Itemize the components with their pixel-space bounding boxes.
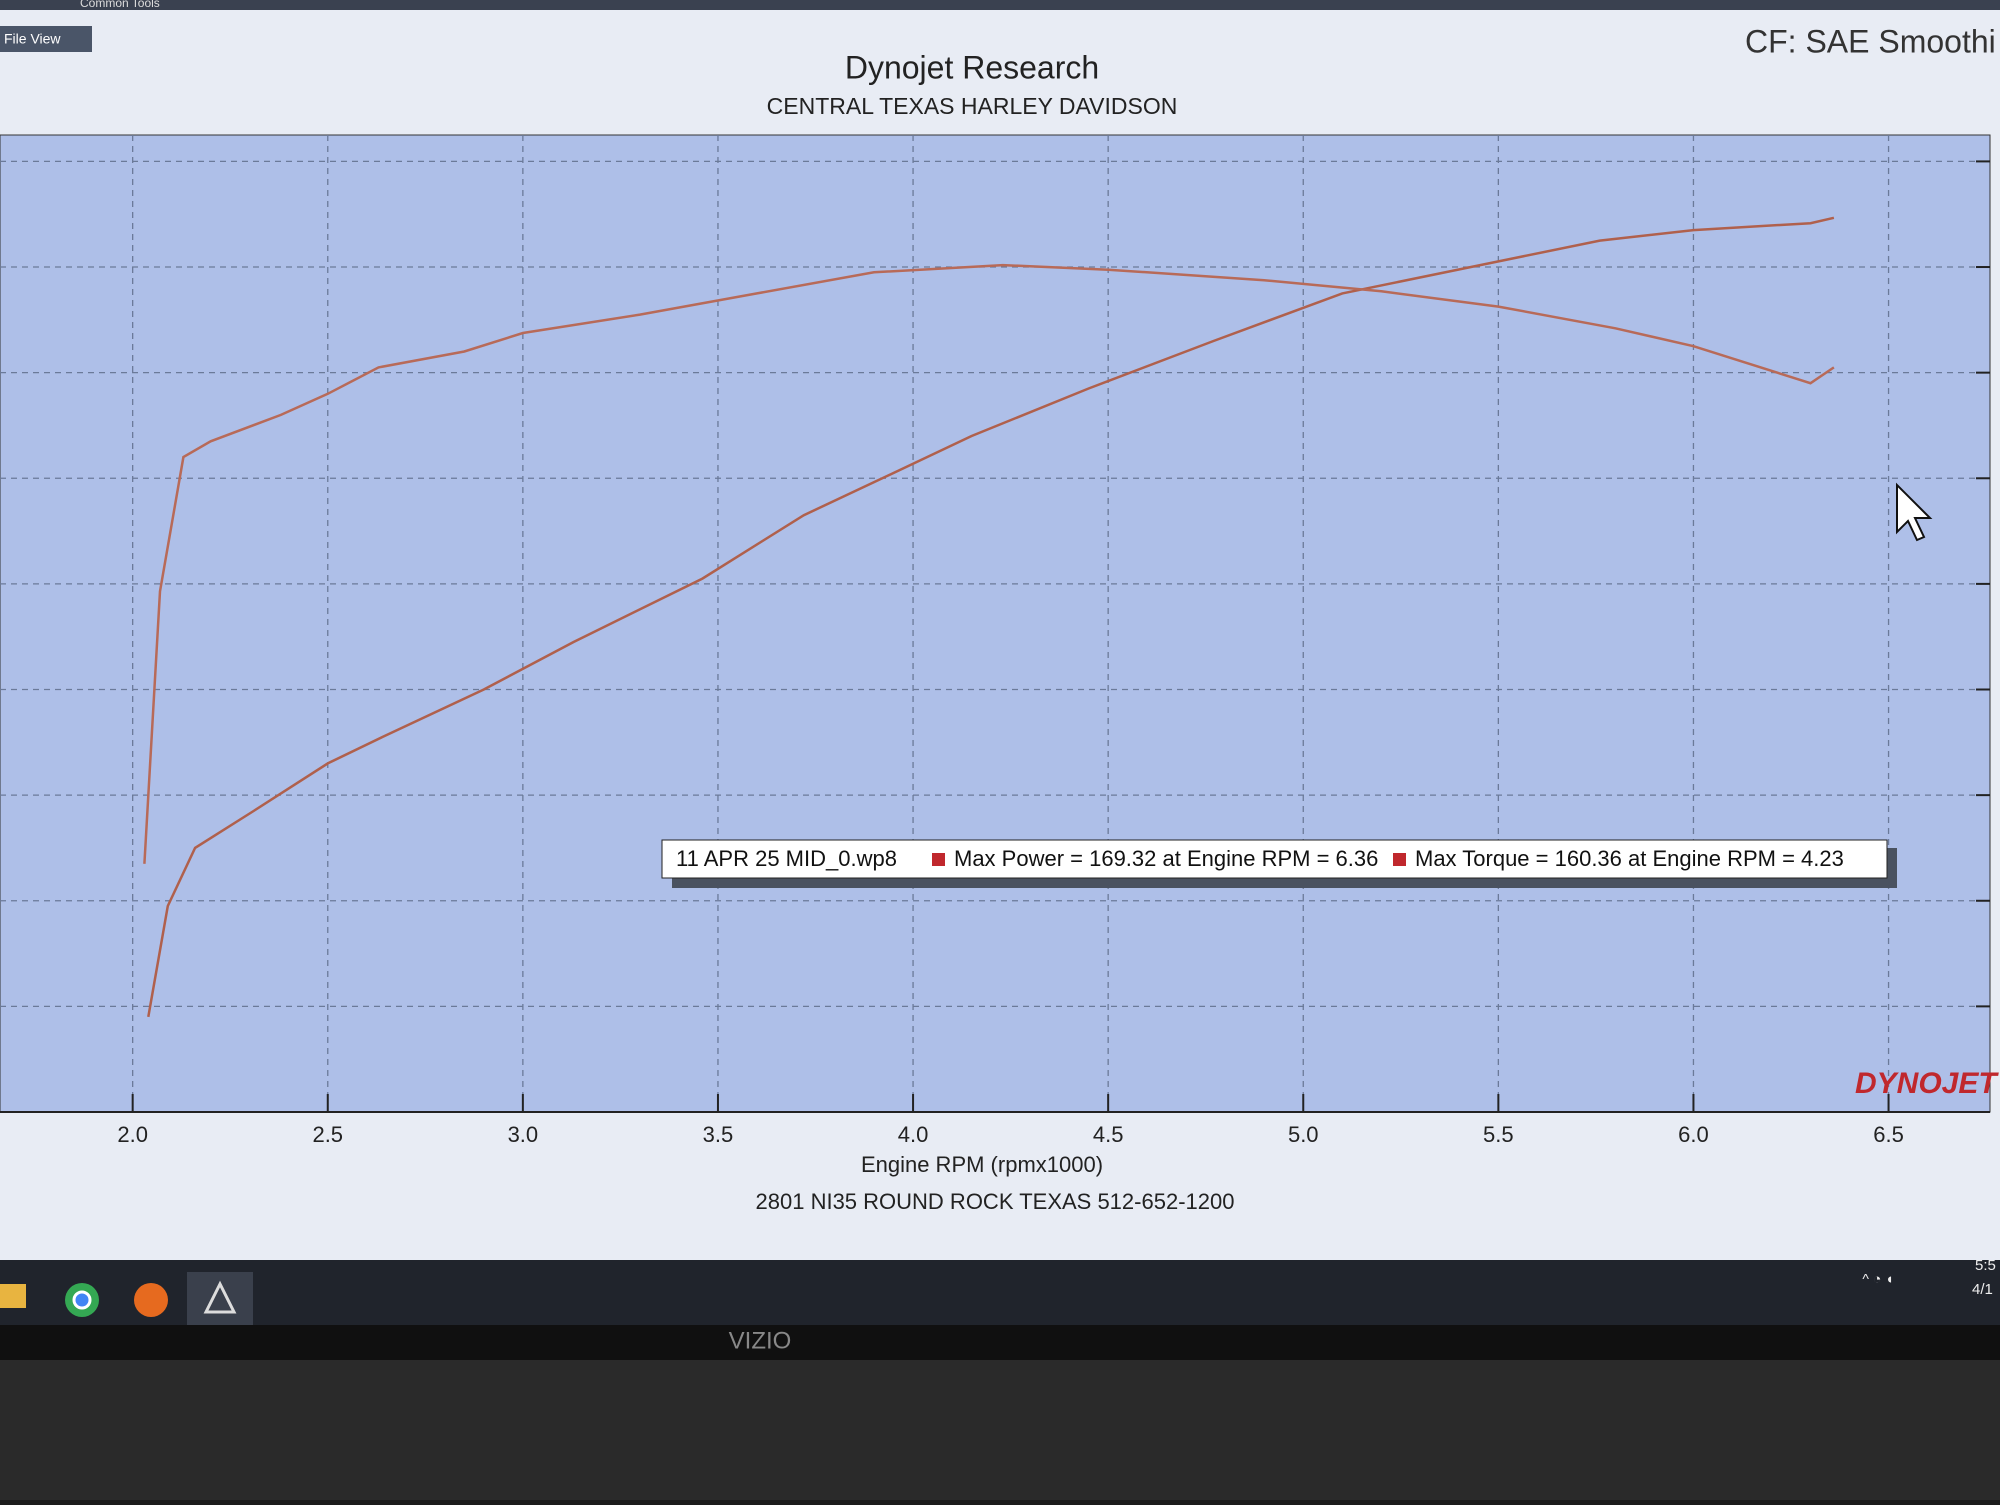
x-axis-label: Engine RPM (rpmx1000) bbox=[861, 1152, 1103, 1177]
toolbar bbox=[0, 0, 2000, 10]
legend-swatch bbox=[1393, 853, 1406, 866]
legend-file: 11 APR 25 MID_0.wp8 bbox=[676, 846, 897, 871]
series-line bbox=[143, 263, 1835, 864]
taskbar bbox=[0, 1260, 2000, 1325]
x-tick-label: 2.0 bbox=[117, 1122, 148, 1147]
chart-title: Dynojet Research bbox=[845, 49, 1099, 85]
clock-date[interactable]: 4/1 bbox=[1972, 1281, 1993, 1298]
x-tick-label: 3.5 bbox=[703, 1122, 734, 1147]
corner-text: CF: SAE Smoothi bbox=[1745, 23, 1996, 59]
cursor bbox=[1896, 482, 1933, 542]
firefox-icon[interactable] bbox=[134, 1283, 168, 1317]
x-tick-label: 3.0 bbox=[508, 1122, 539, 1147]
chart-subtitle: CENTRAL TEXAS HARLEY DAVIDSON bbox=[767, 93, 1178, 119]
bezel-brand: VIZIO bbox=[729, 1327, 792, 1354]
legend-swatch bbox=[932, 853, 945, 866]
footer: 2801 NI35 ROUND ROCK TEXAS 512-652-1200 bbox=[756, 1189, 1235, 1214]
plot-area bbox=[0, 134, 1991, 1113]
dynojet-icon bbox=[203, 1280, 237, 1314]
toolbar-tab[interactable]: Common Tools bbox=[80, 0, 160, 10]
active-app[interactable] bbox=[187, 1272, 253, 1326]
desk bbox=[0, 1360, 2000, 1500]
plot: 2.0 2.5 3.0 3.5 4.0 4.5 5.0 5.5 6.0 6.5 11 APR 25 … bbox=[0, 135, 1990, 1147]
view-tab-label[interactable]: File View bbox=[4, 31, 61, 47]
x-tick-label: 4.0 bbox=[898, 1122, 929, 1147]
series-line bbox=[147, 216, 1835, 1018]
x-tick-label: 5.5 bbox=[1483, 1122, 1514, 1147]
clock-time[interactable]: 5:5 bbox=[1975, 1257, 1996, 1274]
legend-torque: Max Torque = 160.36 at Engine RPM = 4.23 bbox=[1415, 846, 1844, 871]
logo: DYNOJET bbox=[1855, 1067, 1999, 1100]
chrome-icon-center bbox=[72, 1290, 92, 1310]
x-tick-label: 4.5 bbox=[1093, 1122, 1124, 1147]
x-tick-label: 5.0 bbox=[1288, 1122, 1319, 1147]
legend-box bbox=[661, 839, 1888, 879]
view-tab[interactable] bbox=[0, 26, 92, 52]
bezel bbox=[0, 1325, 2000, 1360]
tray-icons[interactable]: ^ ◔ ◖ bbox=[1862, 1271, 1893, 1287]
x-tick-label: 2.5 bbox=[312, 1122, 343, 1147]
folder-icon[interactable] bbox=[0, 1284, 26, 1308]
legend: 11 APR 25 MID_0.wp8 Max Power = 169.32 at… bbox=[661, 839, 1897, 888]
x-tick-label: 6.5 bbox=[1873, 1122, 1904, 1147]
legend-power: Max Power = 169.32 at Engine RPM = 6.36 bbox=[954, 846, 1378, 871]
x-tick-label: 6.0 bbox=[1678, 1122, 1709, 1147]
